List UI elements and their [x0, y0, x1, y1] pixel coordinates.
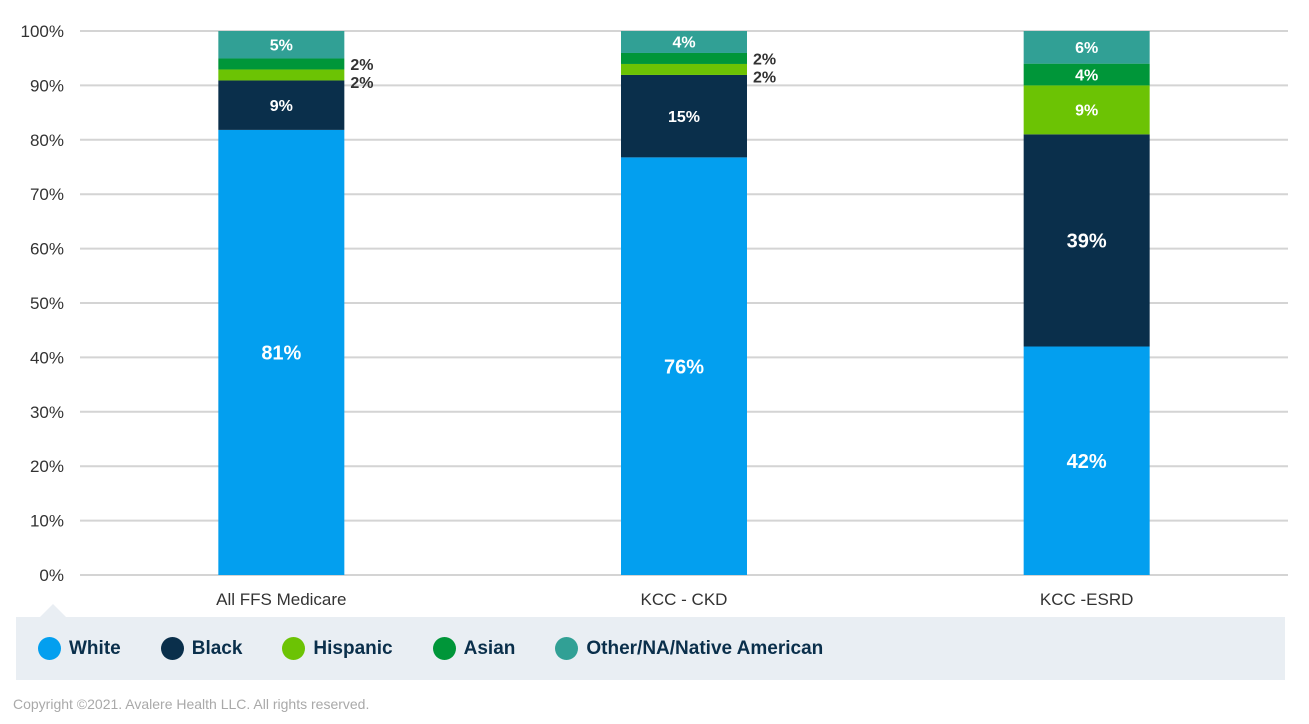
data-label: 39% [1067, 231, 1107, 253]
bar-segment [621, 31, 747, 53]
data-label: 2% [753, 51, 776, 68]
y-tick-label: 60% [30, 240, 64, 259]
y-tick-label: 10% [30, 512, 64, 531]
legend-label: Black [191, 637, 243, 659]
legend-swatch [38, 637, 61, 660]
y-tick-label: 20% [30, 457, 64, 476]
y-tick-label: 30% [30, 403, 64, 422]
legend-swatch [432, 637, 456, 660]
bar-segment [621, 157, 747, 575]
legend-label: Asian [463, 637, 516, 659]
legend-item-hispanic: Hispanic [282, 637, 393, 660]
x-tick-label: All FFS Medicare [216, 590, 346, 609]
legend-swatch [555, 637, 579, 660]
bar-segment [218, 58, 345, 70]
data-label: 15% [668, 109, 700, 126]
bar-segment [218, 80, 345, 130]
data-label: 4% [672, 35, 695, 52]
data-label: 9% [270, 98, 293, 115]
legend: White Black Hispanic Asian Other/NA/Nati… [16, 617, 1285, 680]
legend-item-asian: Asian [432, 637, 516, 660]
bar-segment [1023, 31, 1150, 64]
y-tick-label: 70% [30, 185, 64, 204]
bar-segment [1023, 63, 1150, 86]
legend-notch [40, 604, 66, 617]
data-label: 9% [1075, 103, 1098, 120]
bar-segment [218, 129, 345, 575]
bar-segment [621, 63, 747, 75]
bar-segment [218, 69, 345, 81]
data-label: 81% [261, 343, 301, 365]
y-tick-label: 0% [39, 566, 64, 585]
legend-item-other: Other/NA/Native American [555, 637, 823, 660]
y-tick-label: 50% [30, 294, 64, 313]
data-label: 2% [350, 75, 373, 92]
data-label: 5% [270, 37, 293, 54]
legend-label: White [69, 637, 121, 659]
data-label: 76% [664, 356, 704, 378]
y-tick-label: 90% [30, 76, 64, 95]
data-label: 42% [1067, 451, 1107, 473]
legend-item-black: Black [160, 637, 243, 660]
stacked-bar-chart: 0% 10% 20% 30% 40% 50% 60% 70% 80% 90% 100% 81% 9% 5%… [21, 22, 1288, 609]
x-tick-label: KCC -ESRD [1040, 590, 1134, 609]
bar-segment [218, 31, 345, 59]
legend-swatch [282, 637, 306, 660]
bar-segment [1023, 134, 1150, 347]
data-label: 4% [1075, 67, 1098, 84]
legend-label: Other/NA/Native American [586, 637, 824, 659]
legend-swatch [160, 637, 184, 660]
data-label: 2% [753, 69, 776, 86]
y-tick-label: 80% [30, 131, 64, 150]
legend-label: Hispanic [313, 637, 393, 659]
bar-segment [1023, 85, 1150, 135]
y-tick-label: 40% [30, 348, 64, 367]
data-label: 6% [1075, 40, 1098, 57]
legend-item-white: White [38, 637, 121, 660]
bar-segment [1023, 346, 1150, 575]
y-tick-label: 100% [21, 22, 64, 41]
bar-segment [621, 74, 747, 158]
copyright: Copyright ©2021. Avalere Health LLC. All… [13, 696, 370, 712]
bar-segment [621, 52, 747, 64]
x-tick-label: KCC - CKD [641, 590, 728, 609]
data-label: 2% [350, 57, 373, 74]
